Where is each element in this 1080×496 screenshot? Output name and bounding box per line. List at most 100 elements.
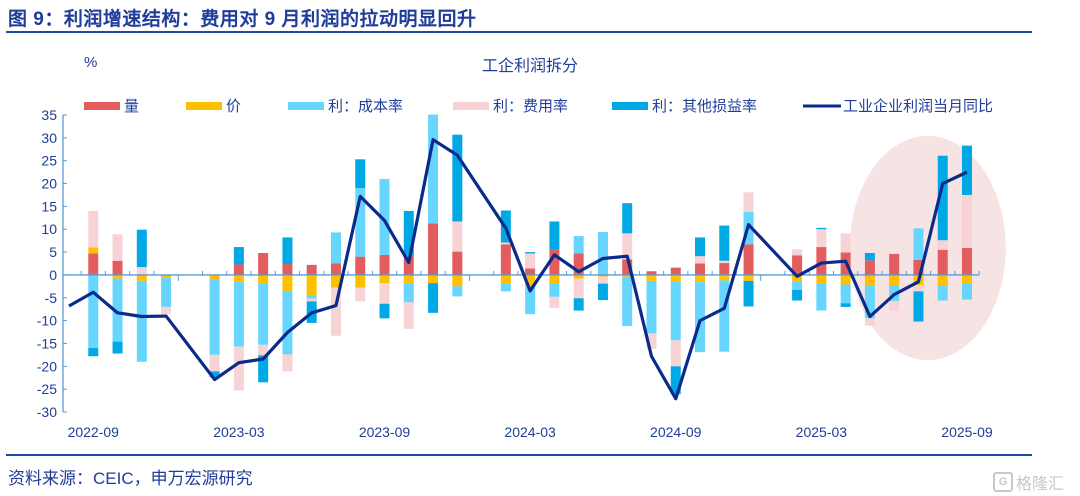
x-tick-label: 2025-09: [941, 424, 993, 440]
y-tick-label: 10: [41, 221, 57, 237]
bar-segment: [233, 274, 244, 283]
bar-segment: [282, 354, 293, 372]
legend-swatch: [288, 102, 324, 110]
bar-segment: [379, 254, 390, 275]
bar-segment: [889, 253, 900, 275]
y-tick-label: -5: [45, 290, 58, 306]
bar-segment: [452, 251, 463, 275]
bar-segment: [88, 253, 99, 275]
bar-segment: [719, 274, 730, 281]
legend-label: 利：费用率: [493, 98, 568, 115]
y-tick-label: 30: [41, 130, 57, 146]
y-tick-label: 25: [41, 153, 57, 169]
bar-segment: [306, 295, 317, 299]
chart: 工企利润拆分 % 量 价 利：成本率 利：费用率 利：其他损益率 工业企业利润当月同比 3…: [37, 54, 1006, 440]
bar-segment: [961, 247, 972, 275]
bar-segment: [573, 274, 584, 279]
legend-label: 价: [226, 98, 241, 115]
bar-segment: [525, 268, 536, 275]
bar-segment: [792, 281, 803, 291]
y-tick-label: 5: [49, 244, 57, 260]
bar-segment: [961, 283, 972, 300]
bar-segment: [379, 274, 390, 284]
bar-segment: [597, 283, 608, 301]
bar-segment: [525, 286, 536, 315]
bar-segment: [403, 254, 414, 275]
bar-segment: [330, 274, 341, 288]
bar-segment: [670, 340, 681, 367]
bar-segment: [937, 155, 948, 241]
bar-segment: [306, 274, 317, 296]
bar-segment: [136, 267, 147, 275]
y-tick-label: -25: [37, 381, 57, 397]
bar-segment: [452, 134, 463, 222]
bar-segment: [282, 290, 293, 355]
bar-segment: [622, 274, 633, 277]
bar-segment: [840, 284, 851, 304]
figure-title: 图 9：利润增速结构：费用对 9 月利润的拉动明显回升: [8, 9, 477, 30]
bar-segment: [646, 271, 657, 275]
bar-segment: [719, 280, 730, 352]
bar-segment: [792, 290, 803, 301]
y-tick-label: -30: [37, 404, 57, 420]
watermark: G 格隆汇: [992, 470, 1064, 494]
bar-segment: [549, 274, 560, 284]
bar-segment: [792, 274, 803, 282]
bar-segment: [913, 259, 924, 275]
bar-segment: [428, 274, 439, 284]
x-tick-label: 2024-09: [650, 424, 702, 440]
bar-segment: [816, 247, 827, 275]
bar-segment: [840, 274, 851, 285]
bar-segment: [937, 249, 948, 275]
line-group: [68, 138, 968, 401]
bar-segment: [403, 210, 414, 255]
bar-segment: [233, 346, 244, 391]
bar-segment: [743, 244, 754, 275]
bar-segment: [670, 267, 681, 275]
bar-segment: [816, 274, 827, 284]
bar-segment: [840, 233, 851, 253]
bar-segment: [355, 159, 366, 189]
bar-segment: [937, 240, 948, 250]
bar-segment: [306, 264, 317, 275]
bar-segment: [597, 274, 608, 277]
y-axis-unit: %: [84, 54, 97, 71]
bar-segment: [88, 348, 99, 357]
y-tick-label: 20: [41, 176, 57, 192]
bar-segment: [864, 318, 875, 326]
bar-segment: [622, 233, 633, 260]
bar-segment: [379, 303, 390, 319]
bar-segment: [330, 232, 341, 264]
bar-segment: [937, 274, 948, 286]
bar-segment: [549, 221, 560, 250]
bar-segment: [209, 274, 220, 280]
bar-segment: [816, 283, 827, 311]
bar-segment: [719, 263, 730, 275]
legend-swatch: [186, 102, 222, 110]
bar-segment: [500, 242, 511, 245]
bar-segment: [161, 278, 172, 307]
legend-swatch: [453, 102, 489, 110]
bar-segment: [428, 223, 439, 275]
bar-segment: [258, 284, 269, 345]
bar-segment: [695, 237, 706, 257]
bar-segment: [695, 282, 706, 353]
bar-segment: [136, 274, 147, 281]
bar-segment: [573, 298, 584, 311]
bar-segment: [549, 296, 560, 308]
bar-segment: [233, 264, 244, 275]
legend-swatch: [84, 102, 120, 110]
bar-segment: [112, 260, 123, 275]
chart-title: 工企利润拆分: [482, 57, 578, 75]
bar-segment: [573, 253, 584, 275]
bar-segment: [573, 236, 584, 254]
bar-segment: [695, 256, 706, 264]
bar-segment: [622, 276, 633, 327]
y-tick-label: 35: [41, 107, 57, 123]
bar-segment: [452, 274, 463, 287]
x-tick-label: 2022-09: [68, 424, 120, 440]
bar-segment: [525, 253, 536, 269]
bar-segment: [840, 303, 851, 307]
bar-segment: [161, 306, 172, 315]
bar-segment: [864, 274, 875, 286]
